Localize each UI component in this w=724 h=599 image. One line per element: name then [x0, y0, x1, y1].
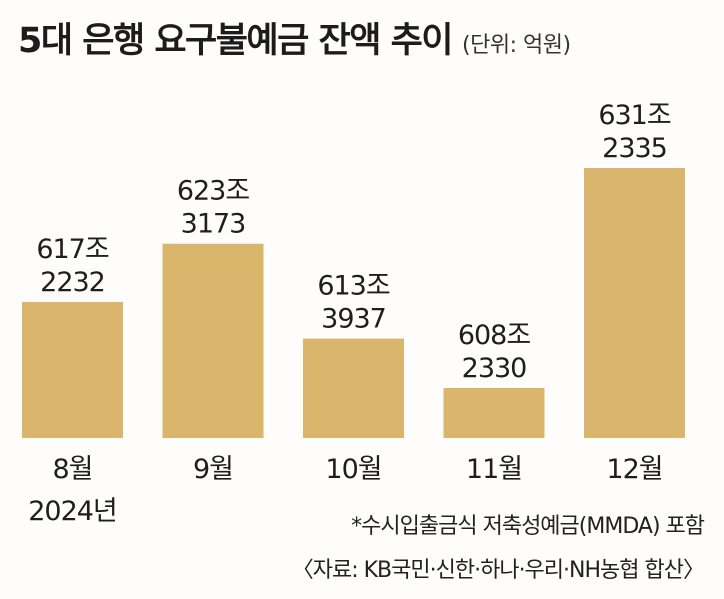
bar: [443, 387, 545, 438]
data-label-trillion: 623조: [177, 176, 250, 207]
data-label-remainder: 3937: [321, 304, 386, 335]
data-label-trillion: 608조: [458, 320, 531, 351]
bar: [162, 243, 264, 438]
data-label-remainder: 3173: [181, 209, 246, 240]
x-tick-label: 8월: [52, 454, 92, 485]
bar: [303, 338, 404, 438]
bar: [584, 168, 685, 438]
bar: [22, 301, 123, 438]
x-tick-label: 11월: [466, 454, 522, 485]
data-label-trillion: 613조: [317, 271, 390, 302]
source-note: 〈자료: KB국민·신한·하나·우리·NH농협 합산〉: [291, 558, 705, 583]
chart-title: 5대 은행 요구불예금 잔액 추이: [18, 21, 454, 61]
chart-unit: (단위: 억원): [462, 33, 571, 58]
x-tick-label: 12월: [606, 454, 662, 485]
data-label-trillion: 631조: [598, 100, 671, 131]
footnote: *수시입출금식 저축성예금(MMDA) 포함: [351, 514, 705, 539]
x-tick-label: 10월: [325, 454, 381, 485]
chart-title-row: 5대 은행 요구불예금 잔액 추이 (단위: 억원): [18, 12, 571, 63]
data-label-remainder: 2330: [462, 353, 527, 384]
x-tick-label: 9월: [193, 454, 233, 485]
x-tick-sublabel: 2024년: [28, 496, 117, 527]
data-label-remainder: 2335: [602, 133, 667, 164]
data-label-trillion: 617조: [36, 234, 109, 265]
data-label-remainder: 2232: [40, 267, 105, 298]
